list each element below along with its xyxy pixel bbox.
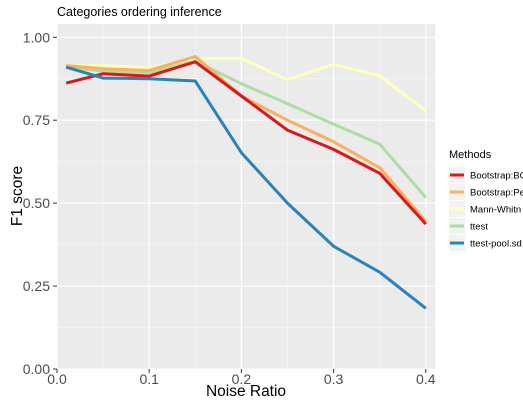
plot-panel [57, 24, 435, 369]
y-tick-label: 0.00 [23, 361, 50, 377]
series-line [65, 60, 427, 226]
legend-label: Mann-Whitn [470, 205, 521, 216]
x-tick-label: 0.4 [416, 371, 436, 387]
legend-label: Bootstrap:BC [470, 171, 523, 182]
y-axis-ticks: 0.00 0.25 0.50 0.75 1.00 [23, 29, 57, 377]
x-axis-title: Noise Ratio [206, 383, 286, 400]
legend-label: Bootstrap:Pe [470, 188, 523, 199]
legend-label: ttest-pool.sd [470, 239, 522, 250]
series-lines [65, 55, 427, 310]
series-line [65, 65, 427, 310]
y-axis-title: F1 score [9, 166, 26, 226]
legend-label: ttest [470, 222, 488, 233]
x-tick-label: 0.2 [232, 371, 252, 387]
x-axis-ticks: 0.0 0.1 0.2 0.3 0.4 [47, 369, 436, 387]
y-tick-label: 0.50 [23, 195, 50, 211]
y-tick-label: 0.75 [23, 112, 50, 128]
legend-title: Methods [449, 149, 492, 161]
series-line [66, 56, 427, 113]
y-tick-label: 1.00 [23, 29, 50, 45]
x-tick-label: 0.1 [139, 371, 159, 387]
legend: Bootstrap:BC Bootstrap:Pe Mann-Whitn ttest t… [449, 167, 523, 251]
chart-title: Categories ordering inference [57, 5, 222, 19]
major-gridlines [56, 24, 435, 370]
y-tick-label: 0.25 [23, 278, 50, 294]
x-tick-label: 0.0 [47, 371, 67, 387]
series-line [66, 59, 427, 199]
x-tick-label: 0.3 [324, 371, 344, 387]
